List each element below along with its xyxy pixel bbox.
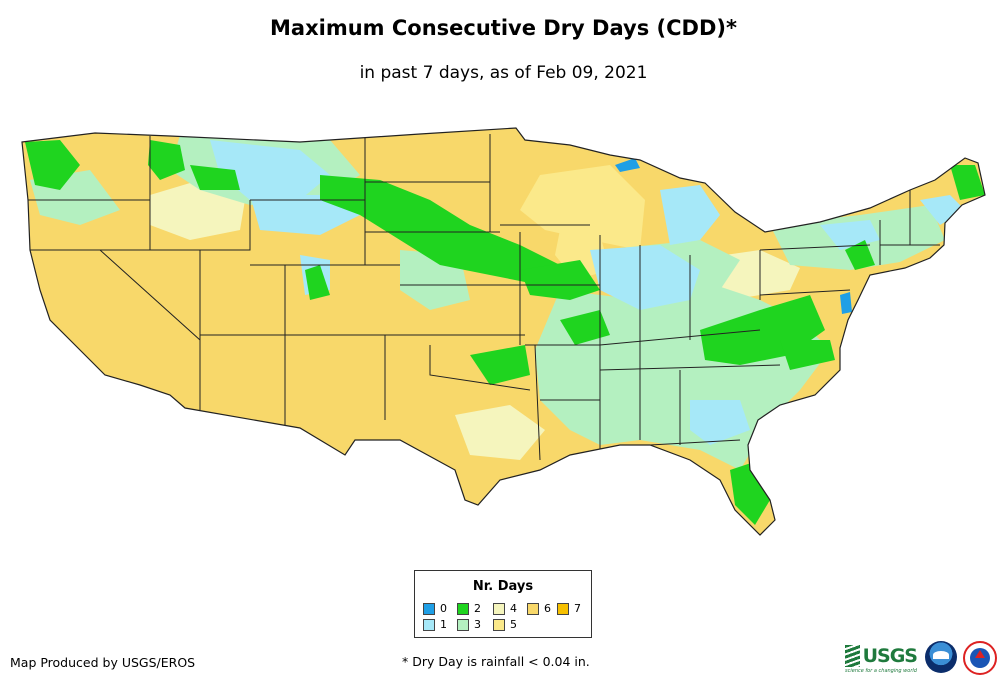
border-fl-ga <box>649 439 741 446</box>
zone-east-texas-4 <box>455 405 545 460</box>
usgs-logo: USGS <box>845 642 918 670</box>
map-subtitle: in past 7 days, as of Feb 09, 2021 <box>359 63 648 83</box>
legend-swatch-6 <box>527 602 539 615</box>
legend-swatch-0 <box>423 602 435 615</box>
legend-swatch-4 <box>493 602 505 615</box>
legend-swatch-5 <box>493 618 505 631</box>
border-tn-ky <box>599 329 761 346</box>
zone-maine-1 <box>920 195 965 225</box>
dry-day-note: * Dry Day is rainfall < 0.04 in. <box>402 654 590 669</box>
nws-logo <box>963 641 997 675</box>
legend-item-0: 0 <box>423 602 447 615</box>
legend-label-2: 2 <box>474 602 481 615</box>
legend-title: Nr. Days <box>472 579 534 594</box>
legend-label-0: 0 <box>440 602 447 615</box>
zone-colorado-2 <box>305 265 330 300</box>
zone-washington-2 <box>25 140 80 190</box>
zone-wyoming-1 <box>250 195 360 235</box>
legend-item-4: 4 <box>493 602 517 615</box>
usgs-logo-text: USGS <box>862 645 918 667</box>
border-id-ut <box>200 200 251 251</box>
legend-label-3: 3 <box>474 618 481 631</box>
border-tn-south <box>599 364 781 371</box>
legend: Nr. Days 0 1 2 3 4 5 6 7 <box>414 570 592 638</box>
legend-label-1: 1 <box>440 618 447 631</box>
zone-missouri-2 <box>520 260 600 300</box>
border-pa-md <box>759 289 851 296</box>
legend-item-3: 3 <box>457 618 481 631</box>
legend-label-5: 5 <box>510 618 517 631</box>
zone-lake-superior-0 <box>615 158 640 172</box>
legend-item-6: 6 <box>527 602 551 615</box>
zone-central-plains-2 <box>320 175 560 285</box>
noaa-logo <box>925 641 957 673</box>
zone-idaho-2 <box>148 140 185 180</box>
zone-georgia-1 <box>690 400 750 445</box>
legend-label-6: 6 <box>544 602 551 615</box>
zone-north-maine-2 <box>950 165 985 200</box>
legend-swatch-2 <box>457 602 469 615</box>
zone-montana-1 <box>210 140 330 200</box>
legend-swatch-7 <box>557 602 569 615</box>
border-ok-tx <box>429 345 531 391</box>
legend-item-7: 7 <box>557 602 581 615</box>
nws-flag-icon <box>975 650 985 658</box>
zone-illinois-1 <box>590 245 700 310</box>
zone-new-jersey-2 <box>845 240 875 270</box>
legend-item-1: 1 <box>423 618 447 631</box>
legend-swatch-1 <box>423 618 435 631</box>
state-borders <box>28 134 940 461</box>
border-ca-nv <box>28 249 201 410</box>
border-ny-pa <box>759 244 871 251</box>
zone-oklahoma-2 <box>470 345 530 385</box>
map-title: Maximum Consecutive Dry Days (CDD)* <box>270 16 737 40</box>
zone-arkansas-2 <box>560 310 610 345</box>
border-ar-tx <box>534 344 541 461</box>
legend-swatch-3 <box>457 618 469 631</box>
legend-item-5: 5 <box>493 618 517 631</box>
usgs-wave-icon <box>845 645 860 667</box>
noaa-bird-icon <box>933 651 949 659</box>
dry-day-zones <box>25 135 985 525</box>
zone-north-carolina-2 <box>780 340 835 370</box>
us-landmass <box>22 128 985 535</box>
zone-west-montana-2 <box>190 165 240 190</box>
credit-text: Map Produced by USGS/EROS <box>10 655 196 670</box>
legend-label-7: 7 <box>574 602 581 615</box>
legend-item-2: 2 <box>457 602 481 615</box>
zone-michigan-1 <box>660 185 720 245</box>
zone-delaware-0 <box>840 292 852 314</box>
usgs-tagline: science for a changing world <box>845 668 917 674</box>
zone-upper-midwest-5 <box>520 165 645 250</box>
legend-label-4: 4 <box>510 602 517 615</box>
